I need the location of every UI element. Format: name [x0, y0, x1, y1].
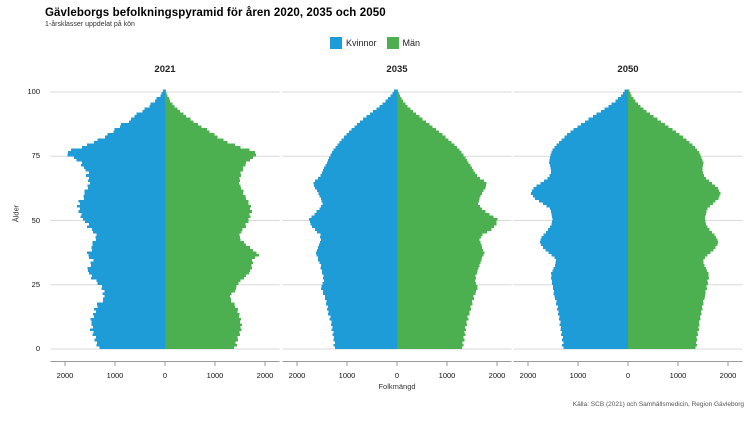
legend-item-kvinnor: Kvinnor — [329, 37, 377, 49]
y-tick-label: 0 — [35, 344, 40, 353]
x-tick-label: 2000 — [288, 371, 306, 380]
legend: Kvinnor Män — [0, 37, 750, 49]
x-tick-label: 1000 — [669, 371, 687, 380]
y-tick-label: 75 — [31, 151, 40, 161]
legend-label-man: Män — [402, 38, 421, 48]
y-tick-label: 25 — [31, 279, 40, 289]
x-tick-label: 0 — [162, 371, 168, 380]
man-swatch-icon — [386, 37, 399, 49]
y-tick-label: 50 — [31, 215, 40, 225]
x-tick-label: 2000 — [56, 371, 74, 380]
x-tick-label: 1000 — [569, 371, 587, 380]
panel-title-2035: 2035 — [386, 64, 408, 75]
x-tick-label: 0 — [394, 371, 400, 380]
x-tick-label: 2000 — [719, 371, 737, 380]
chart-title: Gävleborgs befolkningspyramid för åren 2… — [45, 7, 386, 19]
x-tick-label: 1000 — [338, 371, 356, 380]
panel-title-2050: 2050 — [617, 64, 639, 75]
x-tick-label: 2000 — [256, 371, 274, 380]
panel-title-2021: 2021 — [154, 64, 176, 75]
source-caption: Källa: SCB (2021) och Samhällsmedicin, R… — [572, 401, 744, 408]
x-tick-label: 1000 — [438, 371, 456, 380]
x-tick-label: 1000 — [206, 371, 224, 380]
x-tick-label: 0 — [625, 371, 631, 380]
chart-subtitle: 1-årsklasser uppdelat på kön — [45, 21, 135, 28]
x-tick-label: 2000 — [488, 371, 506, 380]
legend-item-man: Män — [386, 37, 421, 49]
x-axis-label: Folkmängd — [378, 382, 416, 391]
y-axis-label: Ålder — [11, 204, 21, 223]
x-tick-label: 2000 — [519, 371, 537, 380]
kvinnor-swatch-icon — [329, 37, 342, 49]
y-tick-label: 100 — [27, 87, 40, 96]
legend-label-kvinnor: Kvinnor — [345, 38, 377, 48]
x-tick-label: 1000 — [106, 371, 124, 380]
